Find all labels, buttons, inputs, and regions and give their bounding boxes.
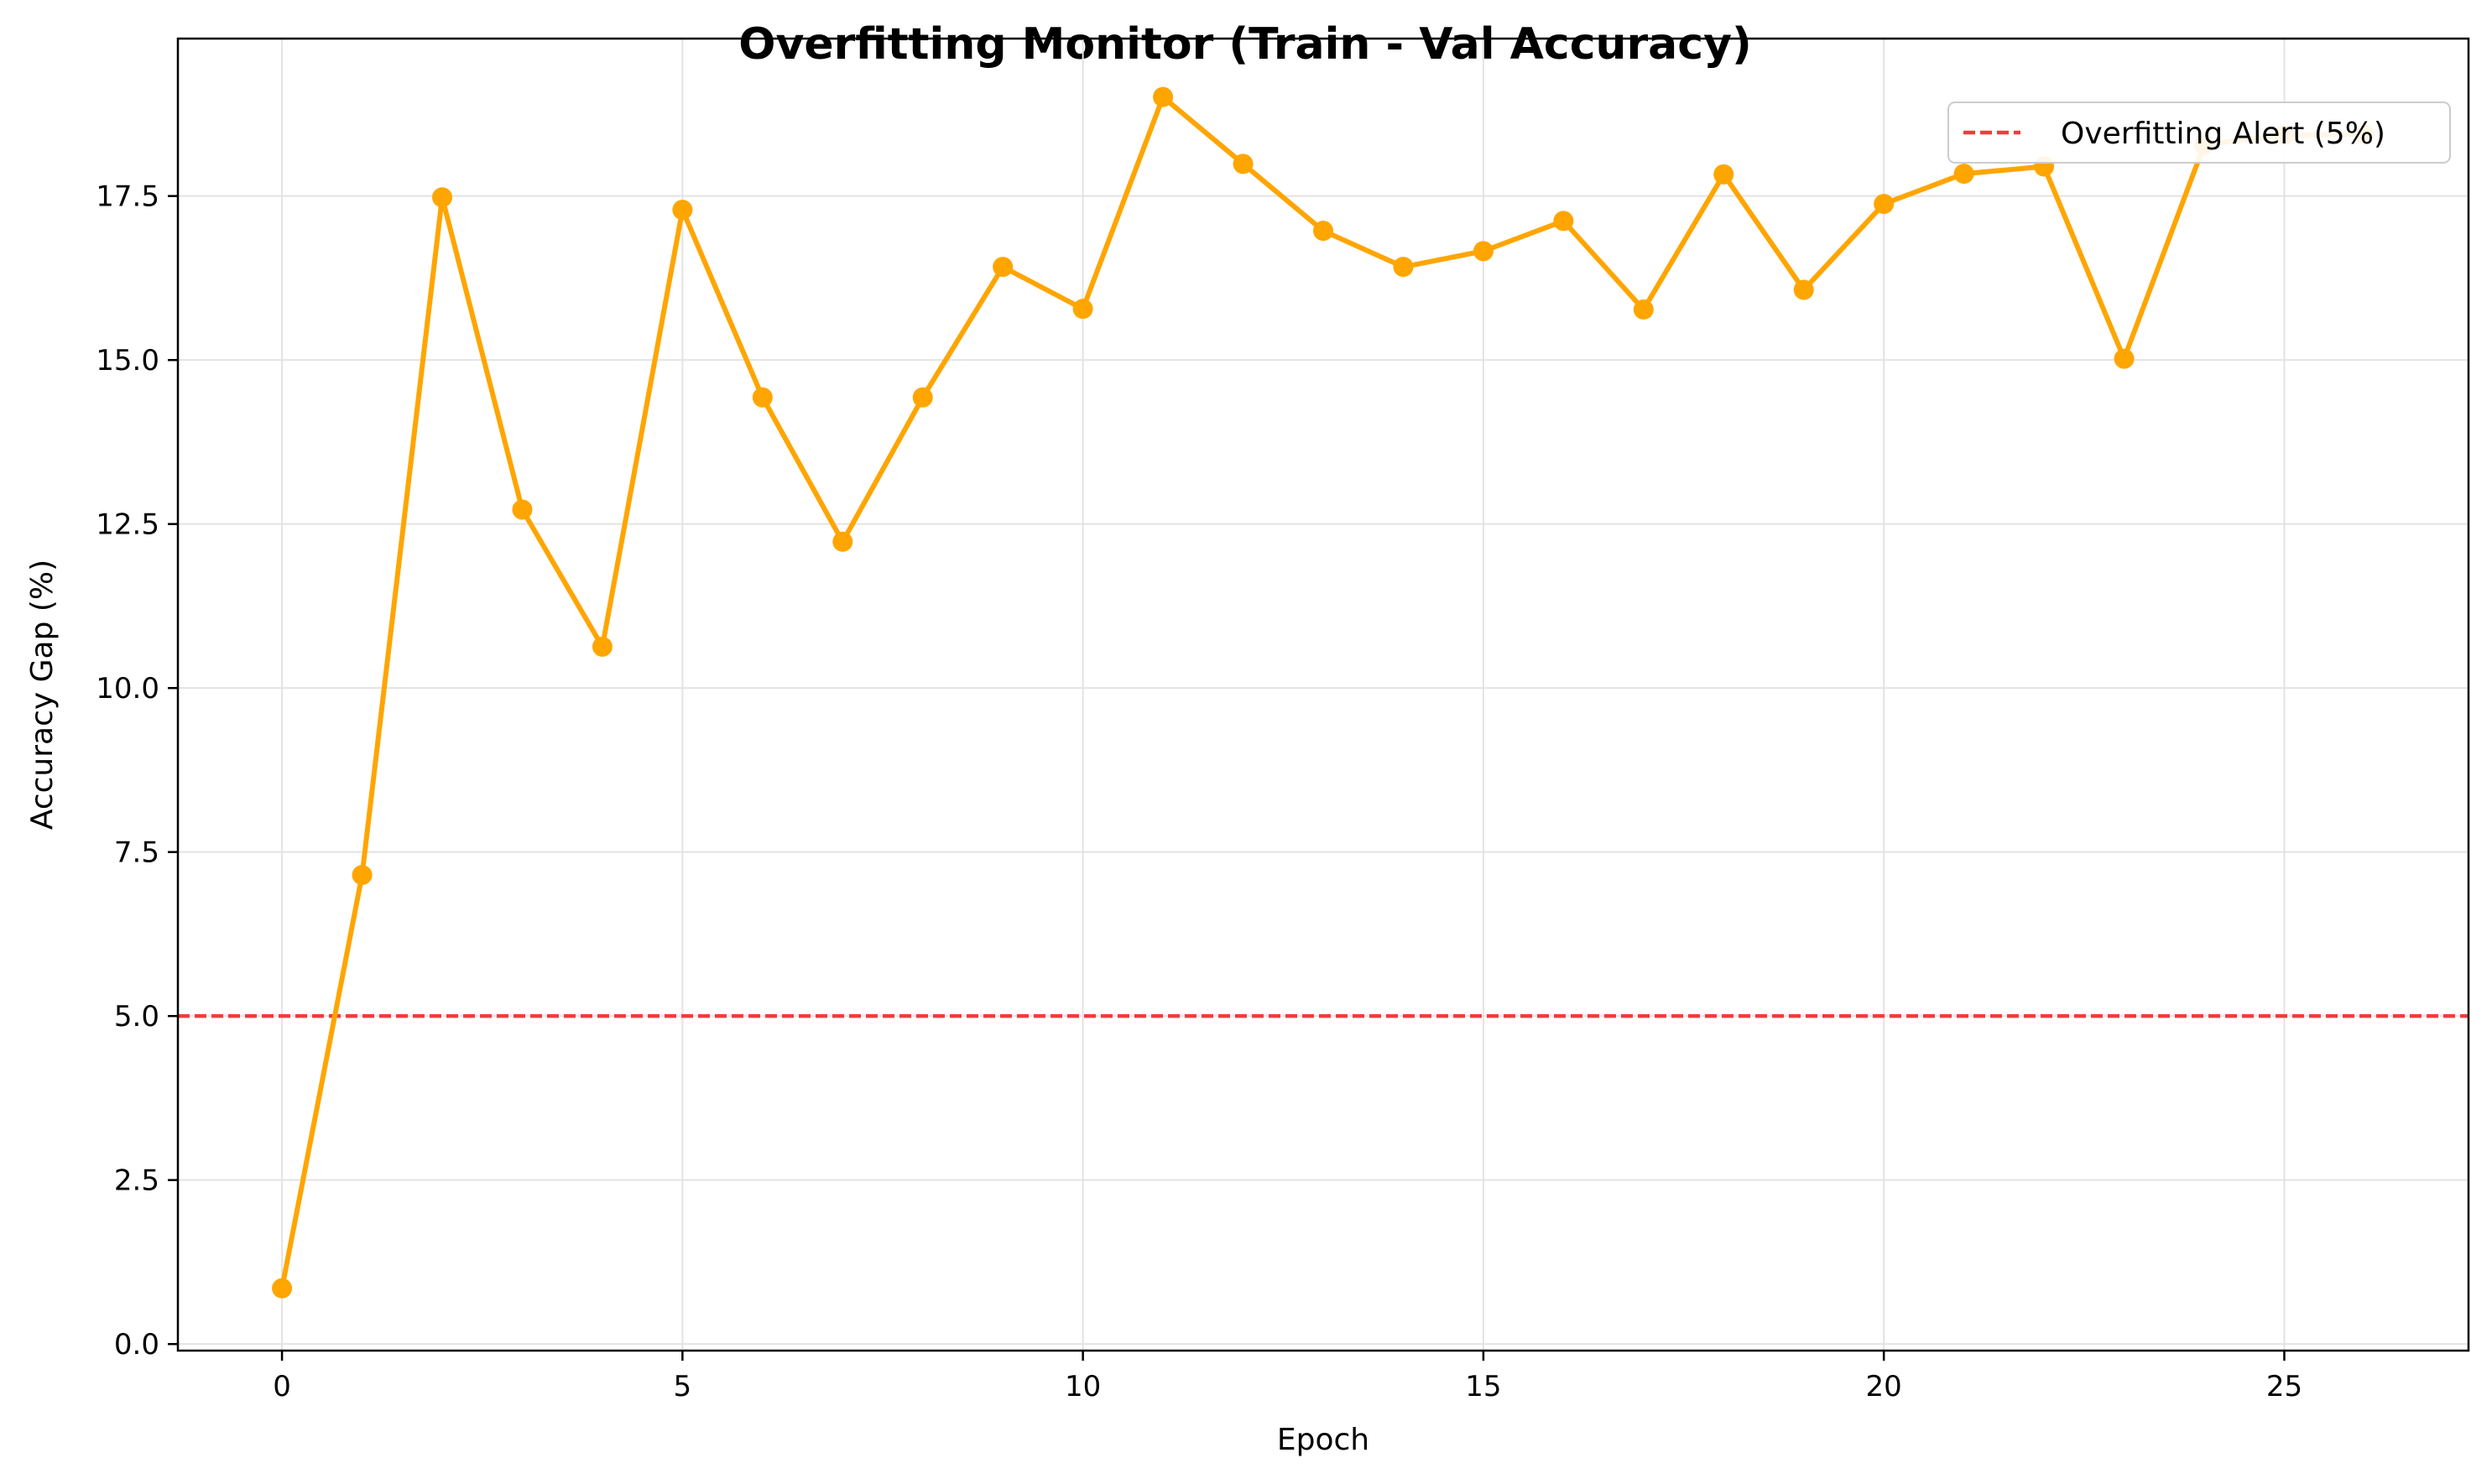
data-point (352, 865, 373, 886)
x-tick-label: 15 (1465, 1370, 1501, 1403)
data-point (1633, 299, 1654, 320)
y-tick-label: 0.0 (114, 1328, 159, 1362)
x-tick-label: 0 (273, 1370, 291, 1403)
y-tick-label: 7.5 (114, 836, 159, 870)
data-point (1713, 164, 1734, 185)
grid-lines (178, 39, 2469, 1351)
y-tick-label: 5.0 (114, 1000, 159, 1034)
plot-area-frame (176, 37, 2470, 1352)
y-axis-label: Accuracy Gap (%) (25, 560, 60, 830)
x-tick-label: 5 (674, 1370, 692, 1403)
data-point (752, 387, 773, 408)
x-tick-label: 20 (1866, 1370, 1902, 1403)
data-point (993, 257, 1014, 278)
data-point (2114, 348, 2135, 369)
data-point (1793, 279, 1814, 300)
y-tick-label: 2.5 (114, 1164, 159, 1198)
data-point (1153, 86, 1174, 107)
legend-label: Overfitting Alert (5%) (2061, 117, 2385, 151)
data-point (1072, 299, 1093, 320)
y-tick-label: 10.0 (96, 672, 159, 706)
x-tick-label: 25 (2266, 1370, 2302, 1403)
legend-box (1947, 102, 2451, 164)
y-tick-label: 17.5 (96, 180, 159, 214)
x-tick-label: 10 (1065, 1370, 1101, 1403)
data-point (1553, 211, 1574, 232)
data-point (1953, 164, 1974, 185)
y-tick-label: 12.5 (96, 508, 159, 542)
x-axis-label: Epoch (1277, 1423, 1369, 1457)
data-point (592, 636, 613, 657)
data-point (672, 200, 693, 221)
data-point (512, 499, 533, 520)
data-point (432, 187, 452, 208)
data-point (1473, 241, 1494, 262)
y-axis-ticks: 0.0 2.5 5.0 7.5 10.0 12.5 15.0 17.5 (96, 180, 178, 1362)
data-point (1874, 194, 1895, 215)
y-tick-label: 15.0 (96, 344, 159, 378)
data-point (1313, 221, 1333, 242)
legend: Overfitting Alert (5%) (1947, 102, 2451, 164)
data-point (1393, 257, 1414, 278)
chart-title: Overfitting Monitor (Train - Val Accurac… (738, 19, 1752, 70)
data-point (272, 1278, 293, 1299)
data-point (1233, 154, 1254, 174)
data-point (912, 387, 933, 408)
data-point (832, 531, 853, 552)
x-axis-ticks: 0 5 10 15 20 25 (273, 1351, 2302, 1403)
